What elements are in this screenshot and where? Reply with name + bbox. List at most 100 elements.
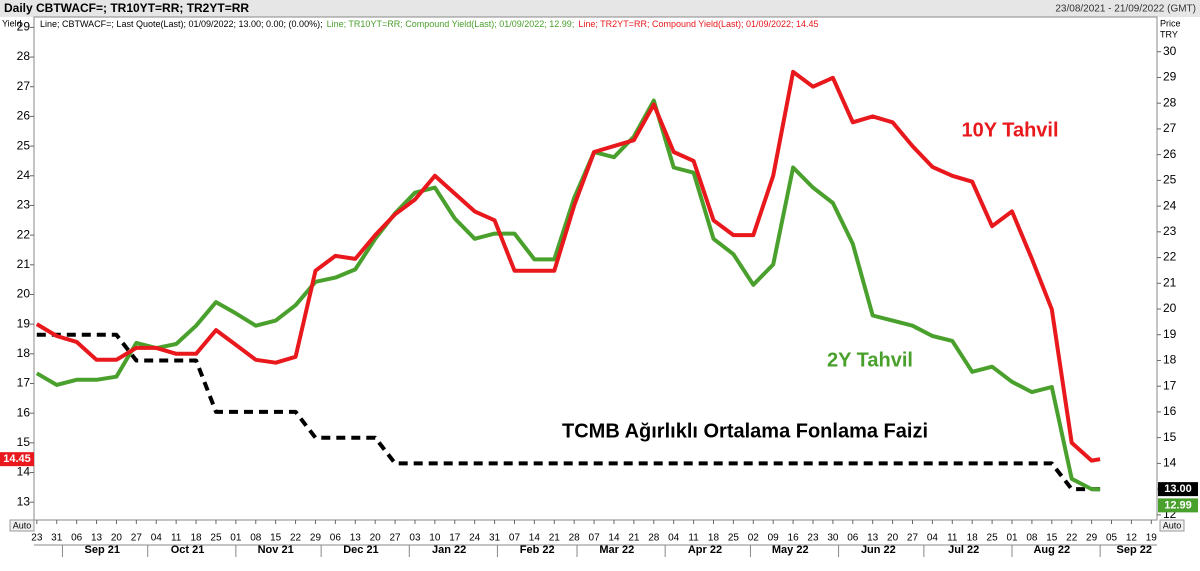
legend-entry: Line; TR2YT=RR; Compound Yield(Last); 01…	[578, 19, 818, 29]
y-tick-label: 24	[17, 168, 31, 182]
y-tick-label: 14	[17, 465, 31, 479]
x-tick-label: 09	[768, 533, 780, 544]
header-bar	[0, 0, 1200, 17]
x-tick-label: 23	[807, 533, 819, 544]
x-tick-label: 21	[549, 533, 561, 544]
x-tick-label: 04	[668, 533, 680, 544]
y-tick-label: 17	[17, 376, 31, 390]
x-tick-label: 04	[927, 533, 939, 544]
x-tick-label: 13	[91, 533, 103, 544]
month-label: Dec 21	[343, 544, 378, 556]
month-label: Jul 22	[948, 544, 979, 556]
x-tick-label: 14	[608, 533, 620, 544]
auto-label[interactable]: Auto	[1163, 520, 1182, 530]
month-label: Oct 21	[171, 544, 205, 556]
auto-button[interactable]	[9, 519, 35, 532]
x-tick-label: 17	[449, 533, 461, 544]
y2-tick-label: 26	[1163, 147, 1177, 161]
last-value-badge	[0, 452, 34, 467]
y-tick-label: 27	[17, 79, 31, 93]
month-label: Jun 22	[861, 544, 896, 556]
x-tick-label: 05	[1106, 533, 1118, 544]
x-tick-label: 11	[688, 533, 699, 544]
x-tick-label: 27	[131, 533, 143, 544]
series-line	[35, 69, 1101, 463]
x-tick-label: 22	[290, 533, 302, 544]
y-tick-label: 19	[17, 316, 31, 330]
y2-tick-label: 28	[1163, 95, 1177, 109]
auto-button[interactable]	[1159, 519, 1185, 532]
y2-tick-label: 29	[1163, 70, 1177, 84]
y-axis-label: Yield	[2, 18, 22, 28]
y2-tick-label: 25	[1163, 173, 1177, 187]
x-tick-label: 15	[1046, 533, 1058, 544]
x-tick-label: 31	[51, 533, 63, 544]
x-tick-label: 27	[390, 533, 402, 544]
last-value-label: 14.45	[3, 453, 31, 465]
month-label: Mar 22	[599, 544, 634, 556]
y-tick-label: 16	[17, 405, 31, 419]
month-label: Nov 21	[258, 544, 294, 556]
x-tick-label: 06	[71, 533, 83, 544]
date-range: 23/08/2021 - 21/09/2022 (GMT)	[1055, 4, 1196, 15]
x-tick-label: 04	[151, 533, 163, 544]
y-tick-label: 22	[17, 227, 31, 241]
series-line	[36, 332, 1101, 492]
y-tick-label: 18	[17, 346, 31, 360]
legend-entry: Line; TR10YT=RR; Compound Yield(Last); 0…	[327, 19, 575, 29]
month-label: Aug 22	[1033, 544, 1070, 556]
last-value-badge	[1158, 482, 1198, 497]
y-tick-label: 28	[17, 49, 31, 63]
y-tick-label: 13	[17, 494, 31, 508]
x-tick-label: 21	[628, 533, 640, 544]
x-tick-label: 20	[111, 533, 123, 544]
x-tick-label: 10	[429, 533, 441, 544]
x-tick-label: 16	[788, 533, 800, 544]
y2-tick-label: 22	[1163, 250, 1177, 264]
x-tick-label: 22	[1066, 533, 1078, 544]
y-tick-label: 21	[17, 257, 31, 271]
x-tick-label: 07	[589, 533, 601, 544]
y2-tick-label: 15	[1163, 430, 1177, 444]
x-tick-label: 29	[1086, 533, 1098, 544]
x-tick-label: 06	[847, 533, 859, 544]
auto-label[interactable]: Auto	[13, 520, 32, 530]
x-tick-label: 18	[967, 533, 979, 544]
x-tick-label: 07	[509, 533, 521, 544]
x-tick-label: 25	[210, 533, 222, 544]
y-tick-label: 20	[17, 287, 31, 301]
x-tick-label: 01	[1006, 533, 1018, 544]
y2-tick-label: 14	[1163, 456, 1177, 470]
x-tick-label: 06	[330, 533, 342, 544]
y2-axis-label: Price	[1160, 18, 1181, 28]
x-tick-label: 18	[190, 533, 202, 544]
x-tick-label: 20	[370, 533, 382, 544]
x-tick-label: 29	[310, 533, 322, 544]
x-tick-label: 27	[907, 533, 919, 544]
x-tick-label: 11	[171, 533, 182, 544]
x-tick-label: 12	[1126, 533, 1138, 544]
month-label: Apr 22	[688, 544, 722, 556]
y2-tick-label: 30	[1163, 44, 1177, 58]
x-tick-label: 11	[947, 533, 958, 544]
legend: Line; CBTWACF=; Last Quote(Last); 01/09/…	[40, 19, 819, 29]
x-tick-label: 25	[987, 533, 999, 544]
chart-title: Daily CBTWACF=; TR10YT=RR; TR2YT=RR	[4, 1, 249, 15]
y2-tick-label: 24	[1163, 198, 1177, 212]
series-line	[35, 98, 1101, 492]
last-value-label: 12.99	[1164, 499, 1192, 511]
x-tick-label: 23	[31, 533, 43, 544]
month-label: Feb 22	[520, 544, 555, 556]
x-tick-label: 19	[1146, 533, 1158, 544]
y2-tick-label: 20	[1163, 301, 1177, 315]
month-label: Sep 21	[84, 544, 119, 556]
y2-tick-label: 23	[1163, 224, 1177, 238]
month-label: May 22	[772, 544, 809, 556]
x-tick-label: 31	[489, 533, 501, 544]
x-tick-label: 08	[250, 533, 262, 544]
x-tick-label: 15	[270, 533, 282, 544]
x-tick-label: 30	[827, 533, 839, 544]
x-tick-label: 13	[350, 533, 362, 544]
y2-tick-label: 19	[1163, 327, 1177, 341]
